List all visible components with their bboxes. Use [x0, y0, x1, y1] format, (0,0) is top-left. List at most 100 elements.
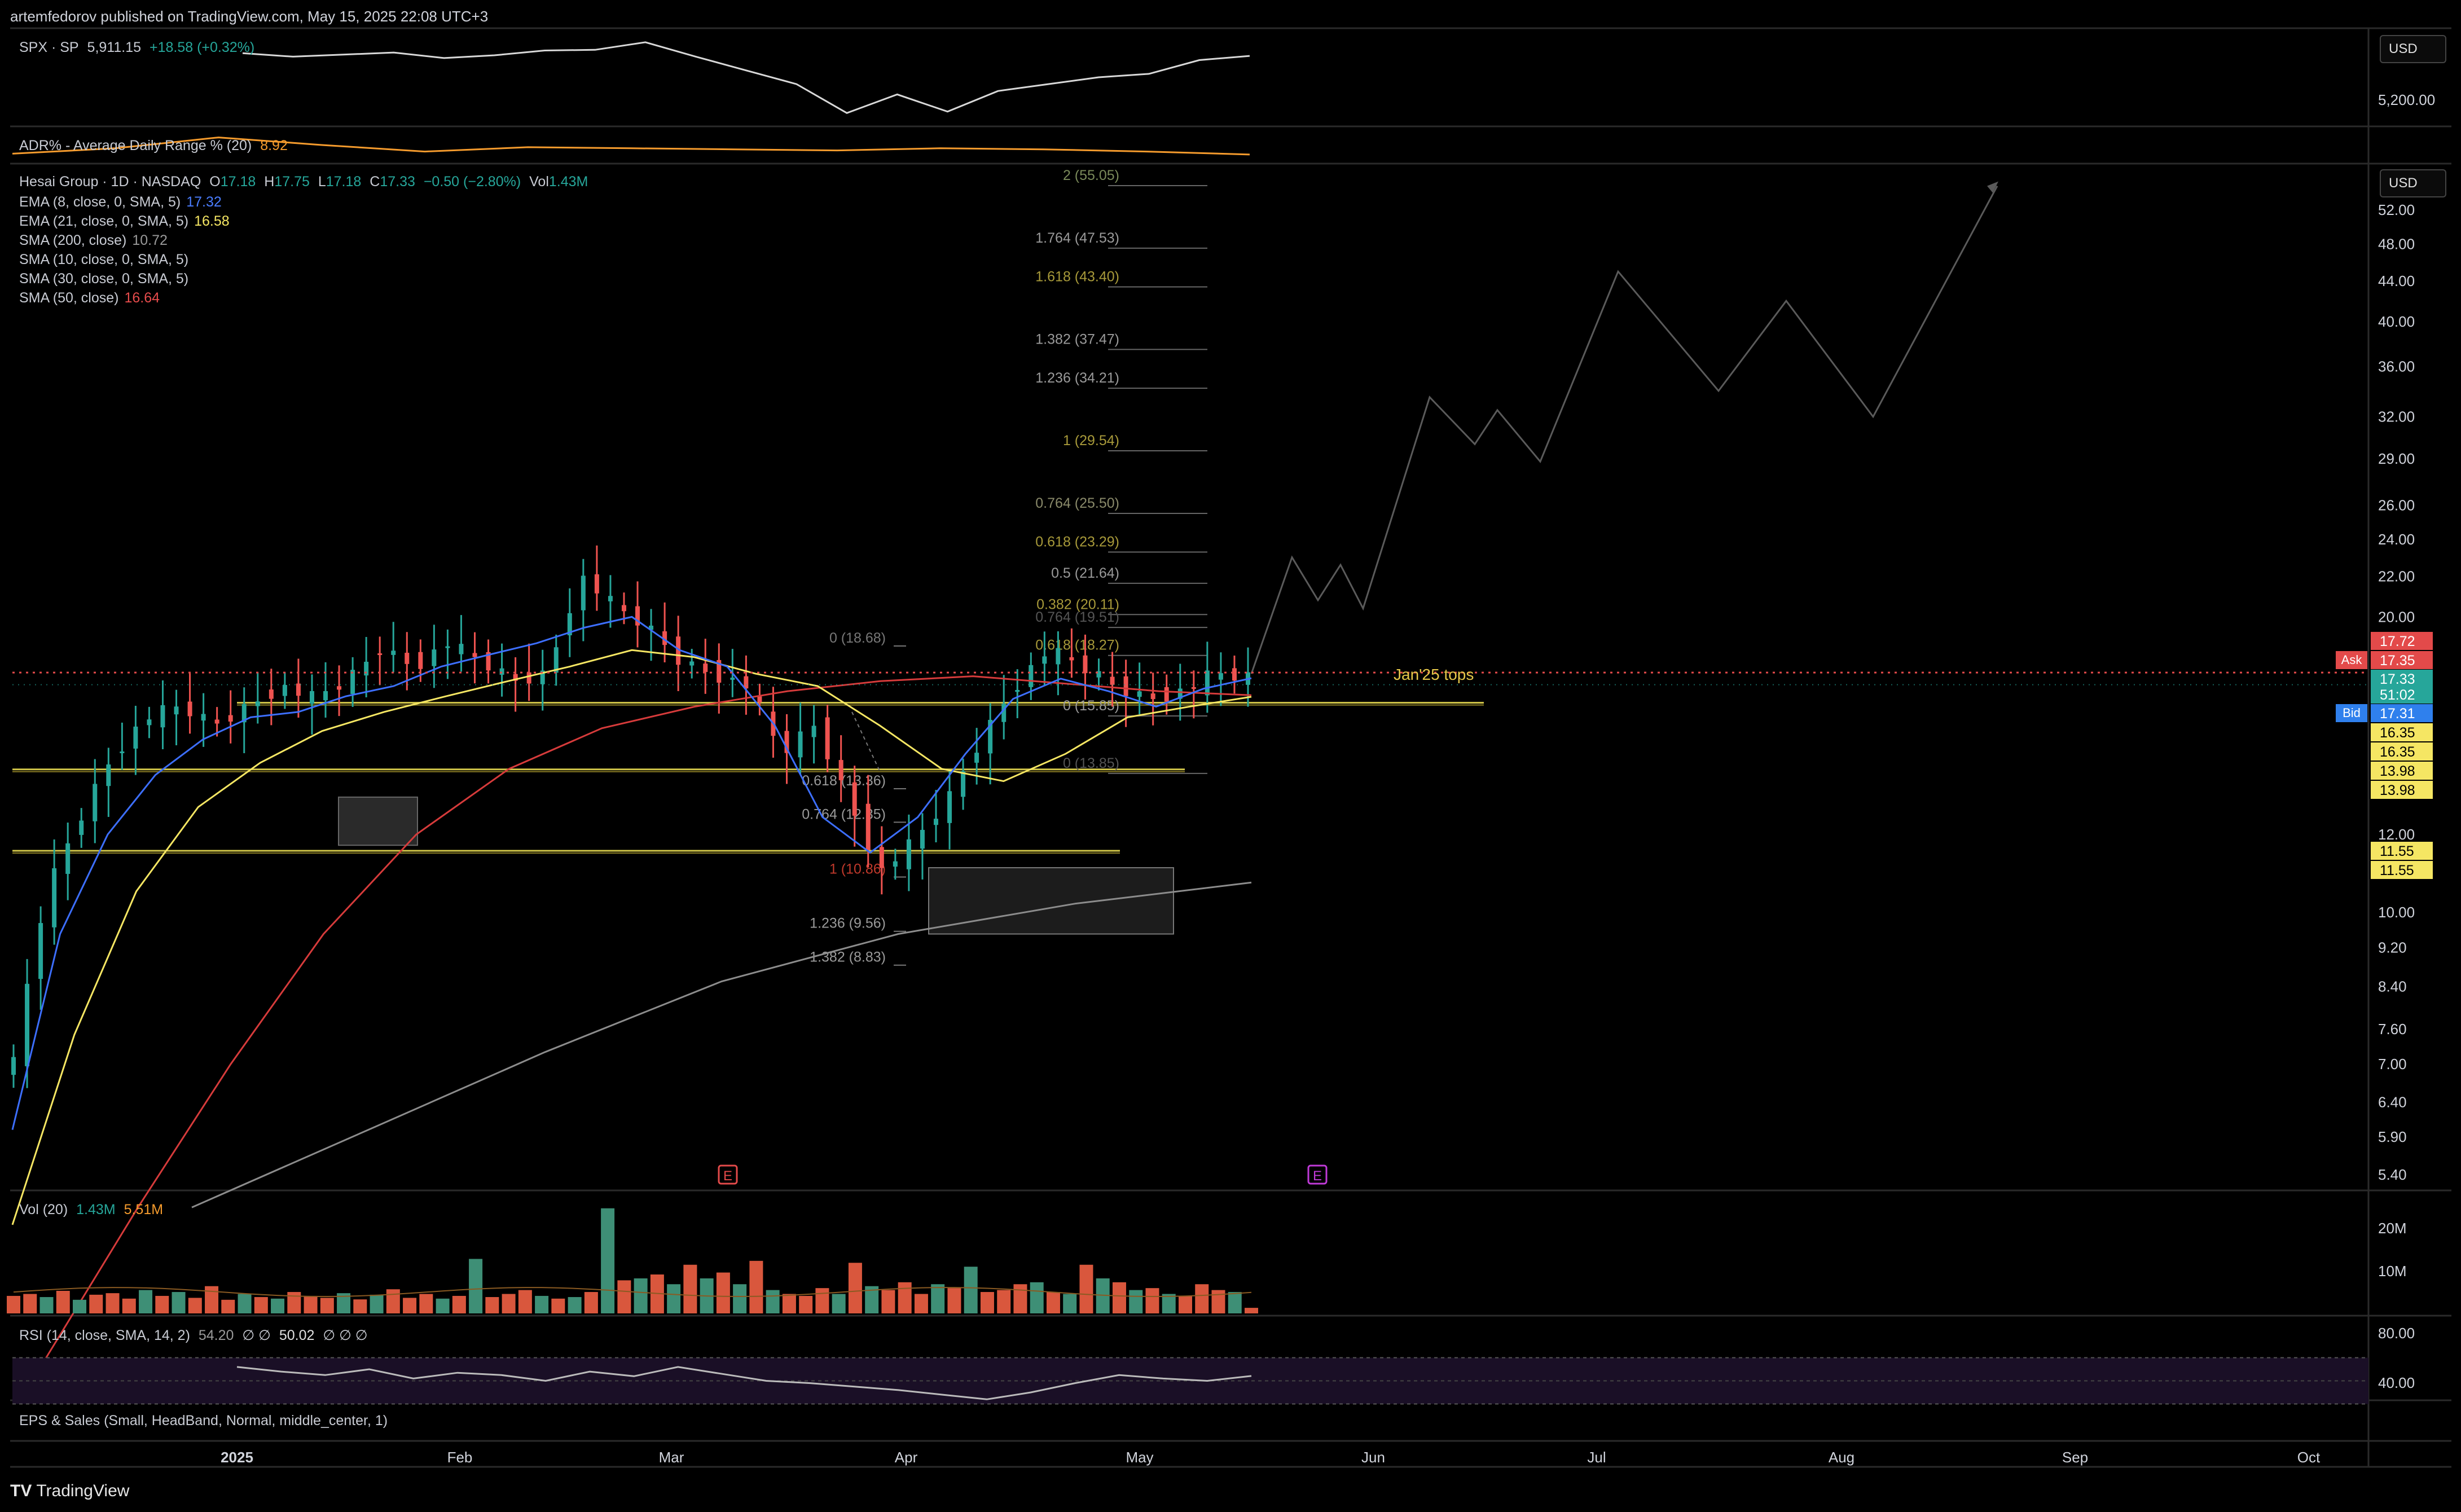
time-axis-label: Jun — [1361, 1449, 1385, 1466]
projection-line — [1250, 185, 1998, 674]
candle-body — [594, 574, 599, 594]
indicator-legend-row: SMA (50, close) 16.64 — [19, 290, 160, 306]
candle-body — [38, 923, 43, 979]
adr-line — [12, 137, 1250, 156]
rsi-na-2: ∅ ∅ ∅ — [323, 1328, 368, 1343]
fib-upper-label: 0.764 (25.50) — [1035, 495, 1119, 511]
price-axis-label: 10.00 — [2378, 904, 2415, 921]
fib-upper-label: 0 (15.85) — [1063, 698, 1119, 714]
candle-body — [757, 696, 762, 703]
volume-bar — [881, 1290, 895, 1313]
candle-body — [1191, 687, 1196, 689]
annotation-jan-tops[interactable]: Jan'25 tops — [1394, 666, 1474, 683]
spx-change: +18.58 (+0.32%) — [149, 39, 255, 55]
candle-body — [784, 731, 789, 753]
indicator-legend-row: EMA (8, close, 0, SMA, 5) 17.32 — [19, 194, 222, 210]
publisher-note: artemfedorov published on TradingView.co… — [10, 8, 489, 25]
candles-group — [11, 545, 1250, 1088]
ema8-line — [11, 616, 1252, 1130]
projection-path — [1250, 181, 1998, 674]
candle-body — [1137, 691, 1142, 697]
candle-body — [174, 706, 179, 715]
candle-body — [1056, 648, 1061, 665]
high-label: H — [264, 174, 275, 190]
high-value: 17.75 — [274, 174, 310, 190]
candle-body — [974, 753, 979, 763]
volume-bar — [749, 1260, 763, 1313]
candle-body — [893, 861, 898, 867]
fib-lower-label: 1 (10.86) — [829, 861, 886, 877]
volume-bar — [287, 1292, 301, 1313]
candle-body — [553, 647, 559, 673]
volume-bar — [1245, 1308, 1258, 1313]
earnings-marker-label: E — [1313, 1168, 1322, 1184]
vol-label: Vol — [529, 174, 549, 190]
volume-bar — [139, 1290, 153, 1313]
volume-axis-label: 20M — [2378, 1220, 2407, 1237]
indicator-value: 16.64 — [124, 290, 160, 306]
open-value: 17.18 — [220, 174, 256, 190]
main-currency-button[interactable]: USD — [2380, 169, 2446, 197]
candle-body — [486, 652, 491, 671]
volume-bar — [568, 1297, 582, 1313]
price-axis-label: 7.60 — [2378, 1021, 2407, 1038]
volume-bar — [1178, 1295, 1192, 1313]
time-axis-label: May — [1126, 1449, 1153, 1466]
range-boxes — [338, 796, 1174, 935]
low-value: 17.18 — [326, 174, 362, 190]
volume-bar — [1046, 1292, 1060, 1313]
volume-bar — [551, 1298, 565, 1313]
volume-bar — [799, 1295, 813, 1313]
candle-body — [391, 650, 396, 655]
candle-body — [947, 791, 952, 823]
volume-bar — [832, 1294, 846, 1313]
price-axis-label: 29.00 — [2378, 450, 2415, 467]
candle-body — [241, 704, 247, 723]
volume-bar — [1063, 1294, 1077, 1313]
open-label: O — [209, 174, 221, 190]
candle-body — [1150, 693, 1155, 700]
fib-upper-label: 0.618 (23.29) — [1035, 534, 1119, 550]
volume-bar — [386, 1289, 400, 1313]
fib-upper-label: 2 (55.05) — [1063, 168, 1119, 183]
indicator-value: 17.32 — [186, 194, 222, 210]
volume-bar — [997, 1290, 1011, 1313]
volume-bar — [733, 1284, 747, 1313]
spx-currency-button[interactable]: USD — [2380, 35, 2446, 63]
time-axis-label: 2025 — [221, 1449, 253, 1466]
volume-bar — [452, 1295, 466, 1313]
sma50-line — [44, 675, 1252, 1360]
tradingview-logo[interactable]: TV TradingView — [10, 1482, 129, 1501]
volume-bar — [221, 1299, 235, 1313]
price-tag-box — [2371, 723, 2433, 741]
fib-upper-label: 1.236 (34.21) — [1035, 370, 1119, 386]
price-axis-label: 52.00 — [2378, 201, 2415, 218]
candle-body — [1110, 676, 1115, 685]
close-label: C — [370, 174, 380, 190]
candle-body — [11, 1057, 16, 1075]
volume-bar — [683, 1264, 697, 1313]
fib-upper-label: 0.382 (20.11) — [1036, 596, 1119, 612]
close-value: 17.33 — [380, 174, 415, 190]
candle-body — [744, 676, 749, 689]
fibonacci-levels: 2 (55.05) 1.764 (47.53) 1.618 (43.40) 1.382… — [802, 168, 1207, 966]
time-axis-label: Aug — [1829, 1449, 1854, 1466]
price-tag-box — [2371, 742, 2433, 761]
price-axis-label: 5.90 — [2378, 1128, 2407, 1145]
fib-lower-label: 0.764 (12.35) — [802, 806, 886, 822]
price-axis-label: 40.00 — [2378, 313, 2415, 330]
volume-bar — [716, 1272, 730, 1313]
volume-bar — [254, 1297, 268, 1313]
candle-body — [296, 683, 301, 696]
volume-bar — [23, 1294, 37, 1313]
volume-bar — [172, 1292, 186, 1313]
volume-bar — [73, 1299, 87, 1313]
volume-bar — [931, 1284, 945, 1313]
price-axis-label: 48.00 — [2378, 235, 2415, 252]
candle-body — [825, 717, 830, 759]
change-value: −0.50 (−2.80%) — [423, 174, 521, 190]
candle-body — [120, 751, 125, 754]
volume-bar — [469, 1259, 483, 1313]
low-label: L — [318, 174, 326, 190]
